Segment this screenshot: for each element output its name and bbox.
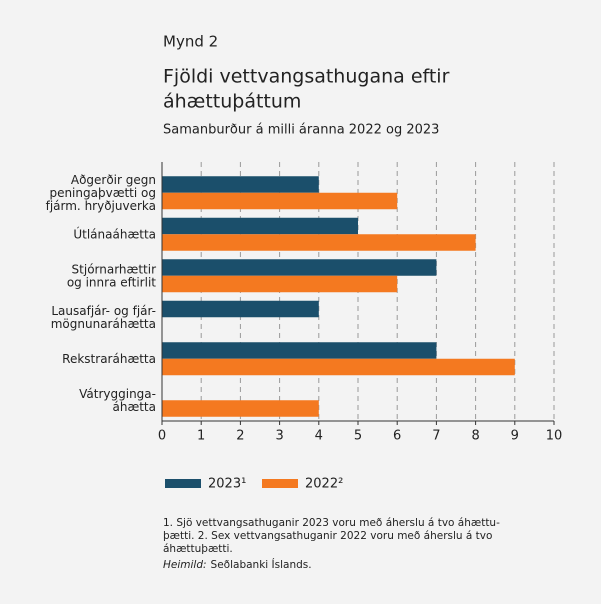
x-tick-label: 0 bbox=[158, 429, 166, 444]
chart-title: Fjöldi vettvangsathugana eftir bbox=[163, 66, 450, 88]
bar bbox=[162, 300, 319, 318]
bar bbox=[162, 342, 437, 359]
footnote: áhættuþætti. bbox=[163, 543, 233, 555]
bar bbox=[162, 275, 398, 293]
bar bbox=[162, 217, 358, 235]
x-tick-label: 5 bbox=[354, 429, 362, 444]
footnote: þætti. 2. Sex vettvangsathuganir 2022 vo… bbox=[163, 530, 492, 542]
y-tick-label: Útlánaáhætta bbox=[73, 226, 156, 241]
x-tick-label: 2 bbox=[236, 429, 244, 444]
source: Heimild: Seðlabanki Íslands. bbox=[163, 558, 312, 571]
y-tick-label: Stjórnarhættir og innra eftirlit bbox=[67, 262, 156, 289]
x-tick-label: 10 bbox=[546, 429, 563, 444]
chart-title: áhættuþáttum bbox=[163, 91, 301, 113]
legend-label: 2023¹ bbox=[208, 477, 246, 492]
legend-swatch bbox=[165, 479, 201, 488]
legend-label: 2022² bbox=[305, 477, 343, 492]
y-tick-label: Vátrygginga-áhætta bbox=[79, 386, 156, 413]
chart-subtitle: Samanburður á milli áranna 2022 og 2023 bbox=[163, 123, 439, 138]
x-tick-label: 1 bbox=[197, 429, 205, 444]
x-tick-label: 8 bbox=[471, 429, 479, 444]
x-tick-label: 9 bbox=[511, 429, 519, 444]
bar bbox=[162, 192, 398, 210]
bar bbox=[162, 259, 437, 276]
x-tick-label: 6 bbox=[393, 429, 401, 444]
bar bbox=[162, 358, 515, 376]
y-tick-label: Lausafjár- og fjár-mögnunaráhætta bbox=[51, 303, 156, 330]
x-tick-label: 3 bbox=[275, 429, 283, 444]
source-text: Seðlabanki Íslands. bbox=[211, 558, 312, 571]
legend-swatch bbox=[262, 479, 298, 488]
figure-label: Mynd 2 bbox=[163, 33, 218, 51]
y-tick-label: Rekstraráhætta bbox=[62, 351, 156, 365]
source-label: Heimild: bbox=[163, 559, 207, 571]
x-tick-label: 4 bbox=[315, 429, 323, 444]
footnote: 1. Sjö vettvangsathuganir 2023 voru með … bbox=[163, 517, 500, 529]
x-tick-label: 7 bbox=[432, 429, 440, 444]
bar bbox=[162, 400, 319, 417]
y-tick-label: Aðgerðir gegn peningaþvætti og fjárm. hryð… bbox=[46, 172, 156, 212]
bar bbox=[162, 176, 319, 193]
bar bbox=[162, 234, 476, 251]
